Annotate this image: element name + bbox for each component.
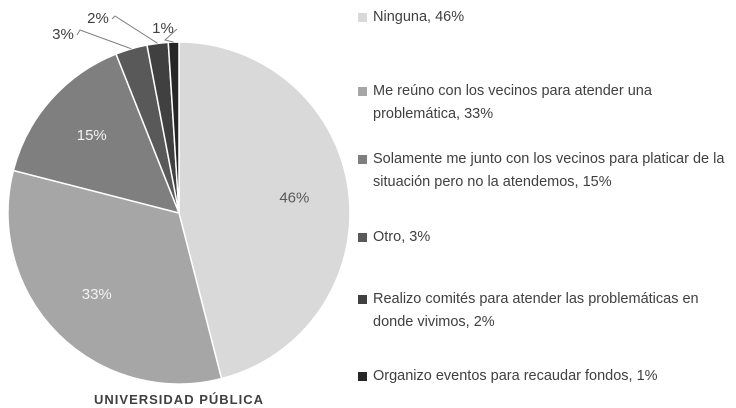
legend-entry: Otro, 3% <box>358 226 730 249</box>
legend-label: Otro, 3% <box>373 229 431 245</box>
legend-entry: Organizo eventos para recaudar fondos, 1… <box>358 365 730 388</box>
legend-swatch <box>358 87 367 96</box>
legend-swatch <box>358 233 367 242</box>
pie-slice <box>178 41 351 380</box>
legend-entry: Solamente me junto con los vecinos para … <box>358 148 730 194</box>
data-label: 2% <box>87 10 109 27</box>
legend-label: Me reúno con los vecinos para atender un… <box>373 83 652 122</box>
pie-slice <box>7 169 223 385</box>
legend-swatch <box>358 155 367 164</box>
legend-swatch <box>358 372 367 381</box>
data-label: 46% <box>279 189 309 206</box>
leader-line <box>163 28 178 43</box>
data-label: 1% <box>152 20 174 37</box>
data-label: 3% <box>52 26 74 43</box>
legend-label: Ninguna, 46% <box>373 9 465 25</box>
pie-slice <box>167 41 180 214</box>
data-label: 15% <box>77 127 107 144</box>
legend-swatch <box>358 295 367 304</box>
legend-entry: Me reúno con los vecinos para atender un… <box>358 80 730 126</box>
legend-entry: Ninguna, 46% <box>358 6 730 29</box>
pie-area: 46% 33% 15% 3% 2% 1% <box>7 10 351 385</box>
leader-line <box>76 29 132 50</box>
data-label: 33% <box>82 286 112 303</box>
legend-swatch <box>358 13 367 22</box>
pie-slice <box>12 53 181 215</box>
legend-entry: Realizo comités para atender las problem… <box>358 288 730 334</box>
legend-label: Solamente me junto con los vecinos para … <box>373 151 725 190</box>
chart-title: UNIVERSIDAD PÚBLICA <box>94 392 264 407</box>
legend-label: Organizo eventos para recaudar fondos, 1… <box>373 368 658 384</box>
leader-line <box>111 15 158 44</box>
legend-label: Realizo comités para atender las problem… <box>373 291 699 330</box>
